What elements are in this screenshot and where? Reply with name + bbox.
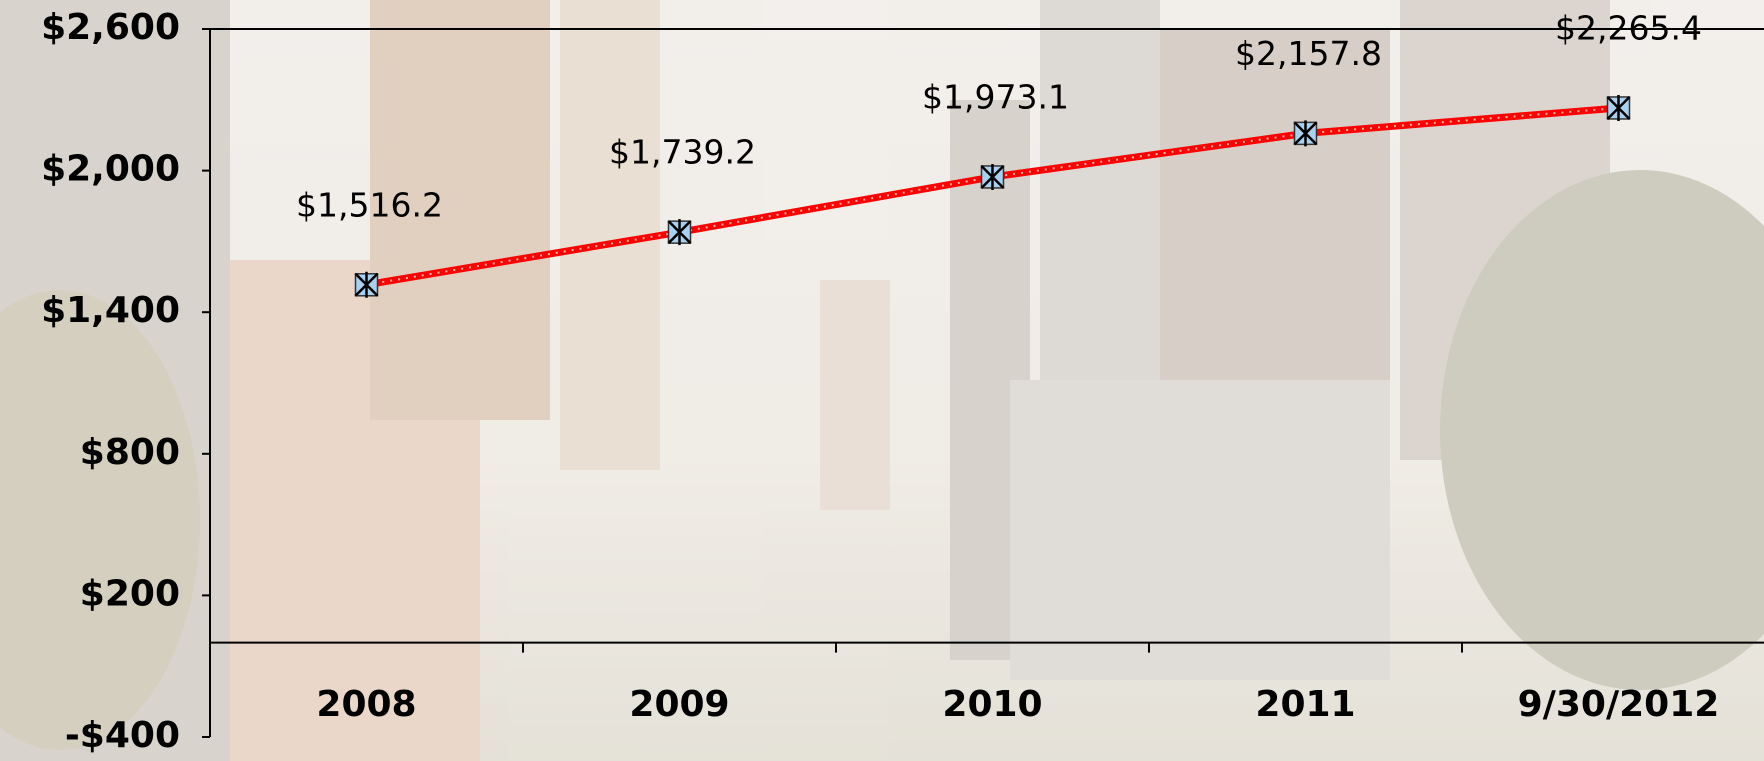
y-tick-label: $800 <box>80 432 180 473</box>
marker-star <box>667 219 692 246</box>
data-label: $1,739.2 <box>609 133 756 172</box>
x-tick-label: 2011 <box>1255 684 1355 725</box>
x-tick-label: 9/30/2012 <box>1518 684 1720 725</box>
data-label: $2,265.4 <box>1555 8 1702 47</box>
marker-star <box>980 163 1005 190</box>
y-tick-label: $1,400 <box>41 290 180 331</box>
x-tick-label: 2010 <box>942 684 1042 725</box>
y-tick-label: $2,600 <box>41 7 180 48</box>
marker-star <box>1293 120 1318 147</box>
y-tick-label: $200 <box>80 573 180 614</box>
data-label: $1,516.2 <box>296 185 443 224</box>
x-tick-label: 2009 <box>629 684 729 725</box>
marker-star <box>354 271 379 298</box>
data-label: $1,973.1 <box>922 77 1069 116</box>
y-tick-label: -$400 <box>65 715 180 756</box>
marker-star <box>1606 94 1631 121</box>
y-tick-label: $2,000 <box>41 149 180 190</box>
data-label: $2,157.8 <box>1235 34 1382 73</box>
x-tick-label: 2008 <box>316 684 416 725</box>
